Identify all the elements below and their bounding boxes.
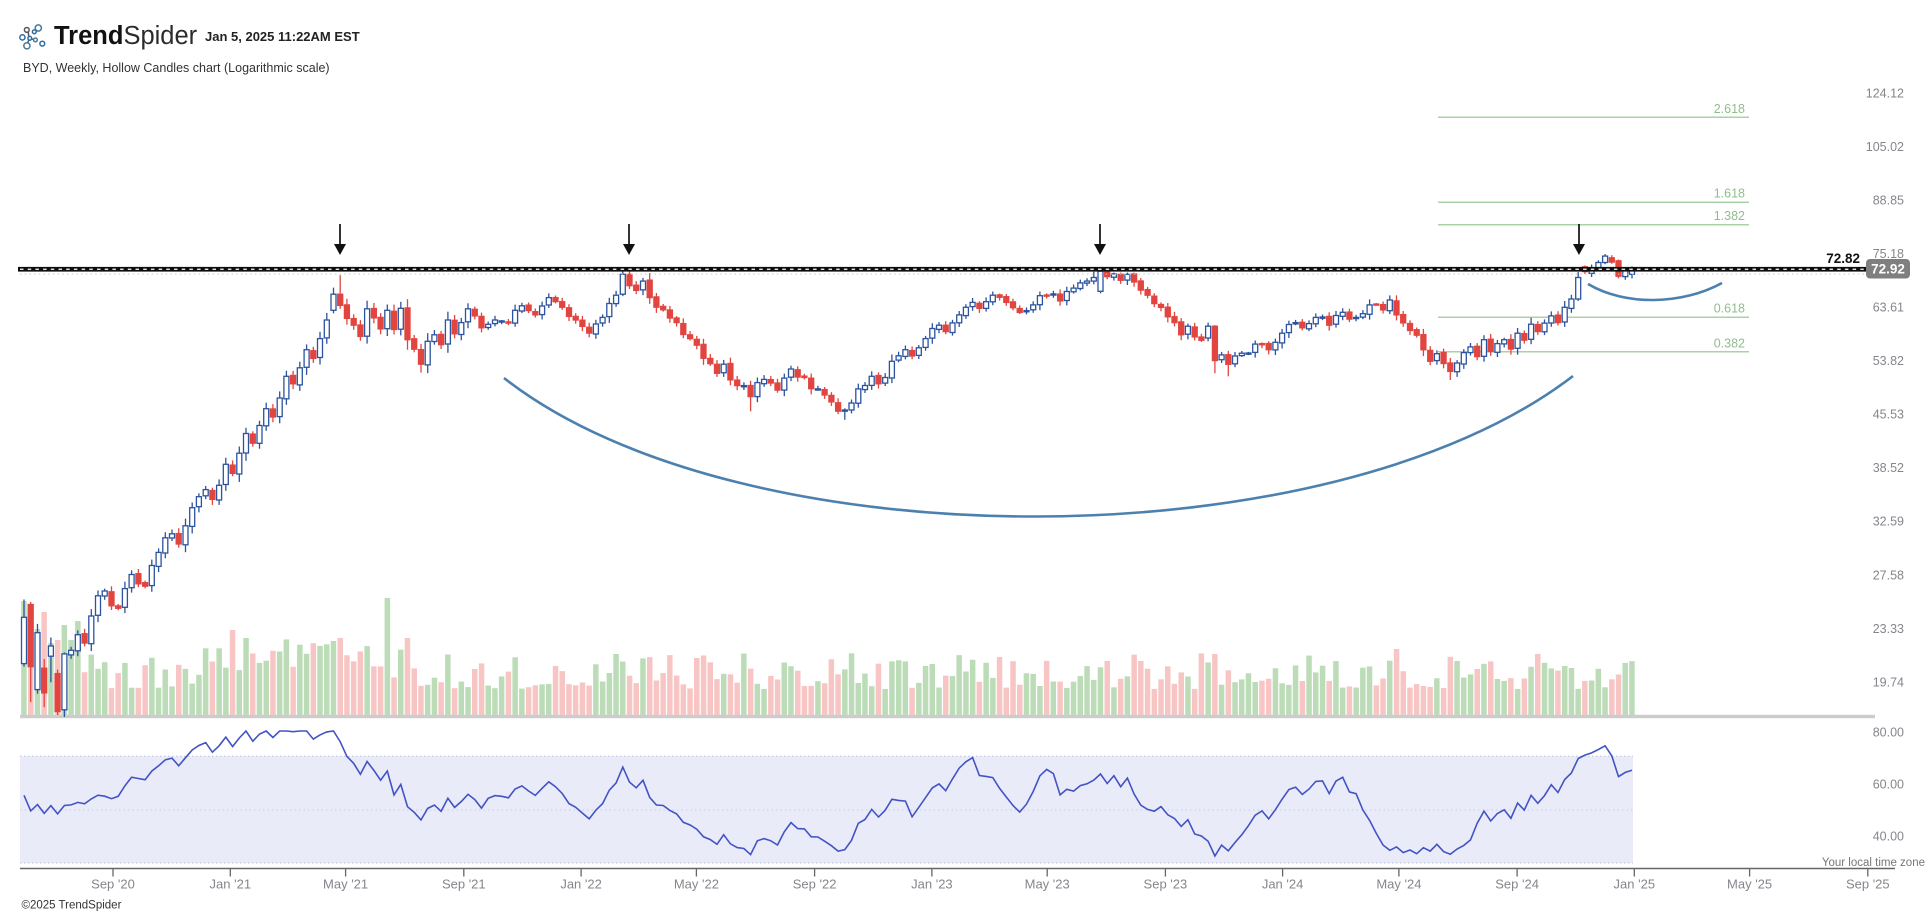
- svg-text:53.82: 53.82: [1873, 354, 1904, 368]
- svg-text:0.618: 0.618: [1714, 302, 1745, 316]
- svg-text:80.00: 80.00: [1873, 726, 1904, 740]
- svg-text:Sep '21: Sep '21: [442, 877, 486, 892]
- svg-text:23.33: 23.33: [1873, 622, 1904, 636]
- svg-text:75.18: 75.18: [1873, 247, 1904, 261]
- svg-text:TrendSpider: TrendSpider: [54, 22, 198, 50]
- svg-text:Jan '22: Jan '22: [560, 877, 602, 892]
- svg-text:27.58: 27.58: [1873, 568, 1904, 582]
- svg-text:0.382: 0.382: [1714, 336, 1745, 350]
- svg-text:105.02: 105.02: [1866, 140, 1904, 154]
- svg-text:60.00: 60.00: [1873, 778, 1904, 792]
- svg-text:Sep '24: Sep '24: [1495, 877, 1539, 892]
- svg-text:63.61: 63.61: [1873, 301, 1904, 315]
- svg-text:Jan '23: Jan '23: [911, 877, 953, 892]
- svg-text:40.00: 40.00: [1873, 830, 1904, 844]
- svg-text:1.382: 1.382: [1714, 209, 1745, 223]
- svg-text:May '23: May '23: [1025, 877, 1070, 892]
- svg-text:Jan '25: Jan '25: [1614, 877, 1656, 892]
- svg-text:72.82: 72.82: [1826, 251, 1860, 266]
- svg-text:124.12: 124.12: [1866, 87, 1904, 101]
- svg-text:May '21: May '21: [323, 877, 368, 892]
- svg-text:Sep '22: Sep '22: [793, 877, 837, 892]
- svg-text:Jan 5, 2025 11:22AM EST: Jan 5, 2025 11:22AM EST: [205, 29, 360, 44]
- svg-text:Your local time zone: Your local time zone: [1822, 857, 1925, 869]
- svg-text:Jan '24: Jan '24: [1262, 877, 1304, 892]
- svg-text:May '24: May '24: [1376, 877, 1421, 892]
- svg-text:19.74: 19.74: [1873, 675, 1904, 689]
- svg-text:38.52: 38.52: [1873, 461, 1904, 475]
- svg-text:2.618: 2.618: [1714, 102, 1745, 116]
- svg-text:45.53: 45.53: [1873, 408, 1904, 422]
- svg-text:Jan '21: Jan '21: [210, 877, 252, 892]
- svg-text:Sep '25: Sep '25: [1846, 877, 1890, 892]
- svg-text:72.92: 72.92: [1871, 262, 1905, 277]
- svg-text:©2025 TrendSpider: ©2025 TrendSpider: [22, 900, 122, 912]
- svg-text:Sep '20: Sep '20: [91, 877, 135, 892]
- svg-text:Sep '23: Sep '23: [1144, 877, 1188, 892]
- svg-text:BYD, Weekly, Hollow Candles ch: BYD, Weekly, Hollow Candles chart (Logar…: [23, 61, 330, 75]
- svg-text:May '25: May '25: [1727, 877, 1772, 892]
- svg-text:1.618: 1.618: [1714, 187, 1745, 201]
- svg-text:88.85: 88.85: [1873, 194, 1904, 208]
- svg-text:May '22: May '22: [674, 877, 719, 892]
- svg-text:32.59: 32.59: [1873, 515, 1904, 529]
